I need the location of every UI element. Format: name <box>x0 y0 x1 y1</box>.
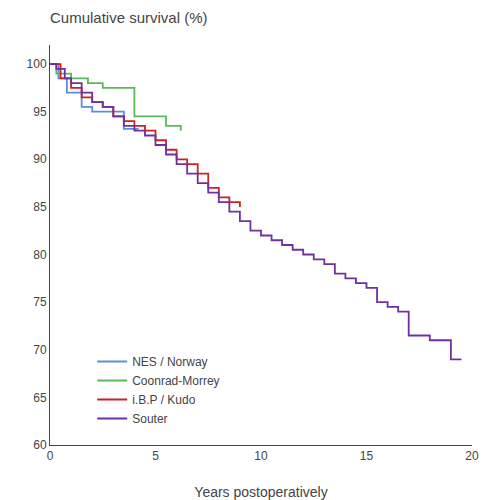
svg-text:80: 80 <box>33 248 47 262</box>
svg-text:Coonrad-Morrey: Coonrad-Morrey <box>132 374 219 388</box>
svg-text:95: 95 <box>33 105 47 119</box>
svg-text:0: 0 <box>47 449 54 463</box>
svg-text:5: 5 <box>152 449 159 463</box>
svg-text:NES / Norway: NES / Norway <box>132 355 207 369</box>
svg-text:10: 10 <box>254 449 268 463</box>
svg-text:Years postoperatively: Years postoperatively <box>194 484 327 500</box>
svg-text:85: 85 <box>33 200 47 214</box>
svg-text:15: 15 <box>360 449 374 463</box>
svg-text:i.B.P / Kudo: i.B.P / Kudo <box>132 393 195 407</box>
svg-text:20: 20 <box>465 449 479 463</box>
svg-text:100: 100 <box>27 57 47 71</box>
svg-text:75: 75 <box>33 295 47 309</box>
svg-text:70: 70 <box>33 343 47 357</box>
svg-text:Souter: Souter <box>132 412 167 426</box>
svg-text:65: 65 <box>33 391 47 405</box>
svg-text:60: 60 <box>33 438 47 452</box>
svg-text:90: 90 <box>33 152 47 166</box>
svg-text:Cumulative survival (%): Cumulative survival (%) <box>50 9 208 26</box>
